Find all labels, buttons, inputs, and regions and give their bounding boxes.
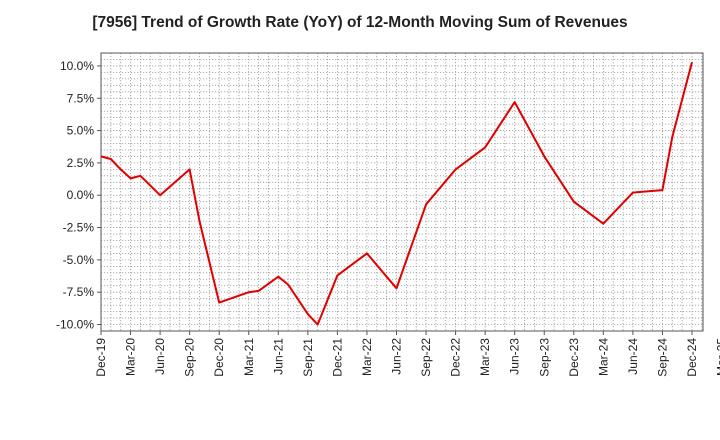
chart-title: [7956] Trend of Growth Rate (YoY) of 12-… xyxy=(92,14,628,31)
x-tick-label: Sep-21 xyxy=(301,338,315,377)
x-tick-label: Mar-20 xyxy=(124,338,138,376)
x-tick-label: Mar-25 xyxy=(715,338,720,376)
x-tick-label: Dec-21 xyxy=(330,338,344,377)
x-tick-label: Mar-23 xyxy=(478,338,492,376)
x-tick-label: Dec-24 xyxy=(685,338,699,377)
x-tick-label: Dec-20 xyxy=(212,338,226,377)
x-tick-label: Sep-23 xyxy=(537,338,551,377)
y-tick-label: 2.5% xyxy=(67,156,95,170)
x-tick-label: Jun-20 xyxy=(153,338,167,375)
plot-border xyxy=(100,52,704,332)
x-tick-label: Mar-22 xyxy=(360,338,374,376)
x-tick-label: Jun-21 xyxy=(271,338,285,375)
x-tick-label: Jun-23 xyxy=(508,338,522,375)
x-tick-label: Dec-19 xyxy=(94,338,108,377)
y-tick-label: -7.5% xyxy=(63,285,95,299)
y-tick-label: 7.5% xyxy=(67,91,95,105)
y-tick-label: -5.0% xyxy=(63,253,95,267)
x-tick-label: Jun-24 xyxy=(626,338,640,375)
y-tick-label: -2.5% xyxy=(63,221,95,235)
x-tick-label: Mar-21 xyxy=(242,338,256,376)
x-tick-label: Dec-23 xyxy=(567,338,581,377)
y-tick-label: 5.0% xyxy=(67,124,95,138)
x-tick-label: Jun-22 xyxy=(390,338,404,375)
x-tick-label: Dec-22 xyxy=(449,338,463,377)
y-tick-label: -10.0% xyxy=(56,318,94,332)
x-tick-label: Sep-24 xyxy=(655,338,669,377)
x-tick-label: Mar-24 xyxy=(596,338,610,376)
x-tick-label: Sep-22 xyxy=(419,338,433,377)
y-tick-label: 0.0% xyxy=(67,188,95,202)
x-tick-label: Sep-20 xyxy=(183,338,197,377)
y-tick-label: 10.0% xyxy=(60,59,94,73)
series-line xyxy=(100,61,693,326)
